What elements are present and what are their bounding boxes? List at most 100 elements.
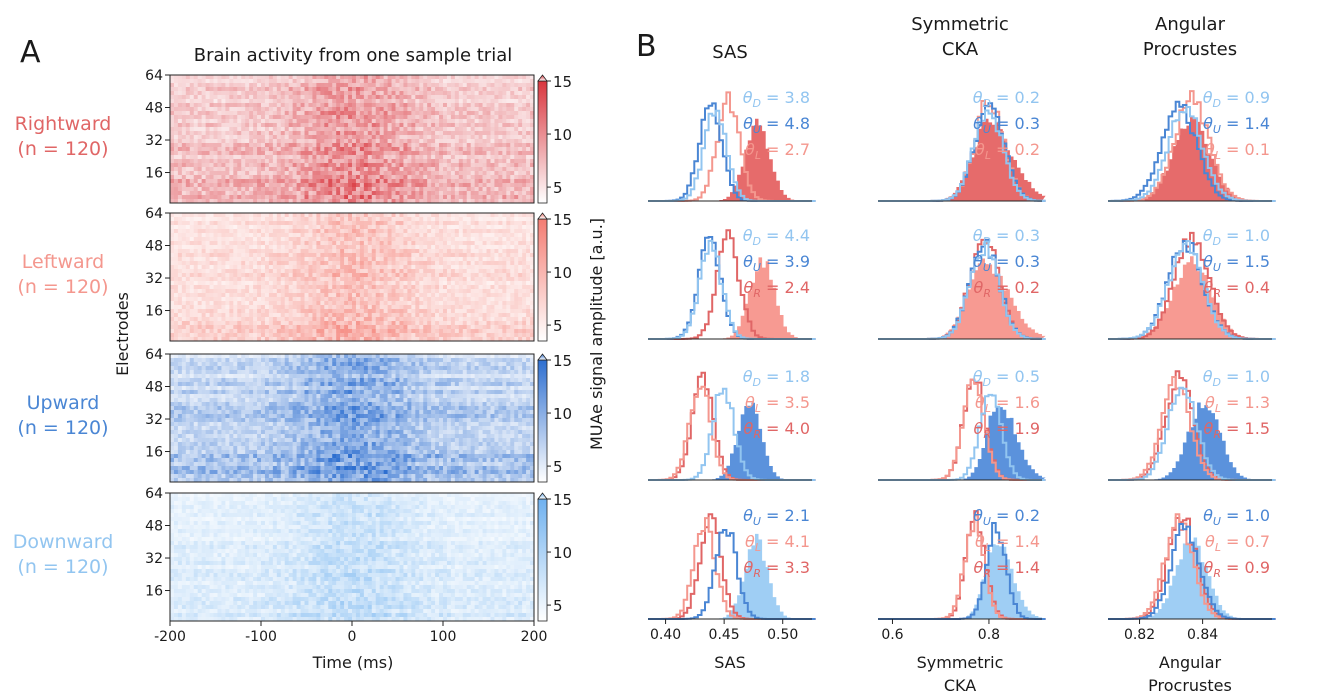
heatmap-x-ticks: -200 -100 0 100 200 (154, 621, 547, 645)
histogram-panel: θD = 1.0 θU = 1.5 θR = 0.4 (1108, 226, 1276, 340)
stat-label: θU = 0.3 (973, 252, 1040, 274)
stat-label: θU = 1.5 (1203, 252, 1270, 274)
stat-label: θL = 1.3 (1205, 393, 1270, 415)
y-tick-label: 48 (145, 519, 163, 535)
stat-label: θD = 1.0 (1203, 367, 1270, 389)
x-tick-label: 100 (430, 629, 457, 645)
colorbar-tick-label: 15 (553, 211, 572, 229)
histogram-panel: θD = 4.4 θU = 3.9 θR = 2.4 (648, 226, 816, 340)
hist-x-axis-label: Angular (1159, 653, 1222, 672)
y-tick-label: 32 (145, 271, 163, 287)
hist-x-tick-label: 0.50 (767, 627, 798, 643)
histogram-panel: θD = 1.8 θL = 3.5 θR = 4.0 (648, 367, 816, 481)
stat-label: θU = 2.1 (743, 506, 810, 528)
colorbar-extend-arrow (537, 353, 548, 361)
histogram-filled-D (1108, 537, 1276, 619)
colorbar-extend-arrow (537, 492, 548, 500)
stat-label: θR = 2.4 (744, 278, 810, 300)
heatmap-row-leftward: Leftward (n = 120) 64 48 32 16 15 10 5 (17, 206, 572, 342)
x-tick-label: -100 (245, 629, 277, 645)
row-label-count: (n = 120) (17, 138, 108, 160)
heatmap-frame (169, 74, 535, 204)
histogram-panel: θD = 1.0 θL = 1.3 θR = 1.5 (1108, 367, 1276, 481)
panel-a-letter: A (20, 35, 41, 70)
hist-x-tick-label: 0.84 (1187, 627, 1218, 643)
histogram-panel: θU = 1.0 θL = 0.7 θR = 0.9 (1108, 506, 1276, 620)
heatmap-group: Rightward (n = 120) 64 48 32 16 15 10 5 Leftward (… (13, 68, 572, 622)
colorbar-tick-label: 10 (553, 544, 572, 562)
row-label-count: (n = 120) (17, 276, 108, 298)
panel-a-xlabel: Time (ms) (312, 653, 394, 672)
panel-b-column-titles: SAS Symmetric CKA Angular Procrustes (712, 14, 1237, 63)
column-title: Symmetric (911, 14, 1009, 35)
x-tick-label: 0 (348, 629, 357, 645)
colorbar-gradient (537, 359, 548, 483)
stat-label: θL = 0.7 (1205, 532, 1270, 554)
colorbar-gradient (537, 218, 548, 342)
heatmap-frame (169, 212, 535, 342)
heatmap-cells (170, 75, 535, 204)
stat-label: θR = 0.2 (974, 278, 1040, 300)
stat-label: θL = 3.5 (745, 393, 810, 415)
stat-label: θD = 0.3 (973, 226, 1040, 248)
hist-x-axis-label: SAS (714, 653, 746, 672)
colorbar-extend-arrow (537, 74, 548, 82)
stat-label: θR = 4.0 (744, 419, 810, 441)
y-tick-label: 16 (145, 304, 163, 320)
histogram-filled-U (1108, 402, 1276, 480)
histogram-panel: θD = 0.9 θU = 1.4 θL = 0.1 (1108, 88, 1276, 202)
y-tick-label: 64 (145, 347, 163, 363)
colorbar-tick-label: 15 (553, 491, 572, 509)
colorbar-tick-label: 5 (553, 317, 563, 335)
histogram-filled-L (878, 258, 1046, 339)
stat-label: θR = 1.4 (974, 558, 1040, 580)
column-title: CKA (942, 39, 979, 60)
histogram-filled-U (878, 406, 1046, 480)
colorbar: 15 10 5 (537, 491, 572, 622)
heatmap-cells (170, 213, 535, 342)
stat-label: θL = 1.4 (975, 532, 1040, 554)
heatmap-cells (170, 354, 535, 483)
hist-x-tick-label: 0.6 (881, 627, 903, 643)
y-tick-label: 32 (145, 412, 163, 428)
hist-x-tick-label: 0.82 (1124, 627, 1155, 643)
stat-label: θL = 0.2 (975, 140, 1040, 162)
heatmap-row-downward: Downward (n = 120) 64 48 32 16 15 10 5 (13, 486, 572, 622)
y-tick-label: 48 (145, 380, 163, 396)
histogram-grid: θD = 3.8 θU = 4.8 θL = 2.7 θD = 0.2 θU = 0.3… (648, 88, 1276, 620)
stat-label: θD = 3.8 (743, 88, 810, 110)
column-title: SAS (712, 42, 748, 63)
colorbar-tick-label: 5 (553, 597, 563, 615)
hist-x-axis-label: Procrustes (1148, 676, 1232, 695)
stat-label: θU = 1.0 (1203, 506, 1270, 528)
x-tick-label: 200 (521, 629, 548, 645)
stat-label: θD = 0.2 (973, 88, 1040, 110)
histogram-outline-D (1108, 240, 1276, 340)
histogram-filled-L (648, 257, 816, 339)
stat-label: θR = 0.9 (1204, 558, 1270, 580)
y-tick-label: 16 (145, 445, 163, 461)
colorbar: 15 10 5 (537, 211, 572, 342)
stat-label: θR = 3.3 (744, 558, 810, 580)
stat-label: θU = 0.2 (973, 506, 1040, 528)
histogram-panel: θU = 2.1 θL = 4.1 θR = 3.3 (648, 506, 816, 620)
hist-x-axis-label: Symmetric (917, 653, 1004, 672)
y-tick-label: 48 (145, 239, 163, 255)
stat-label: θU = 3.9 (743, 252, 810, 274)
row-label-count: (n = 120) (17, 417, 108, 439)
histogram-panel: θD = 0.2 θU = 0.3 θL = 0.2 (878, 88, 1046, 202)
y-tick-label: 32 (145, 133, 163, 149)
heatmap-frame (169, 353, 535, 483)
row-label-count: (n = 120) (17, 556, 108, 578)
stat-label: θL = 0.1 (1205, 140, 1270, 162)
stat-label: θD = 0.9 (1203, 88, 1270, 110)
histogram-panel: θD = 3.8 θU = 4.8 θL = 2.7 (648, 88, 816, 202)
stat-label: θU = 0.3 (973, 114, 1040, 136)
row-label-name: Upward (27, 392, 100, 414)
panel-a-ylabel: Electrodes (113, 292, 132, 376)
stat-label: θD = 4.4 (743, 226, 810, 248)
panel-b: B SAS Symmetric CKA Angular Procrustes θD = … (636, 14, 1276, 695)
stat-label: θR = 1.9 (974, 419, 1040, 441)
histogram-filled-L (1108, 256, 1276, 339)
